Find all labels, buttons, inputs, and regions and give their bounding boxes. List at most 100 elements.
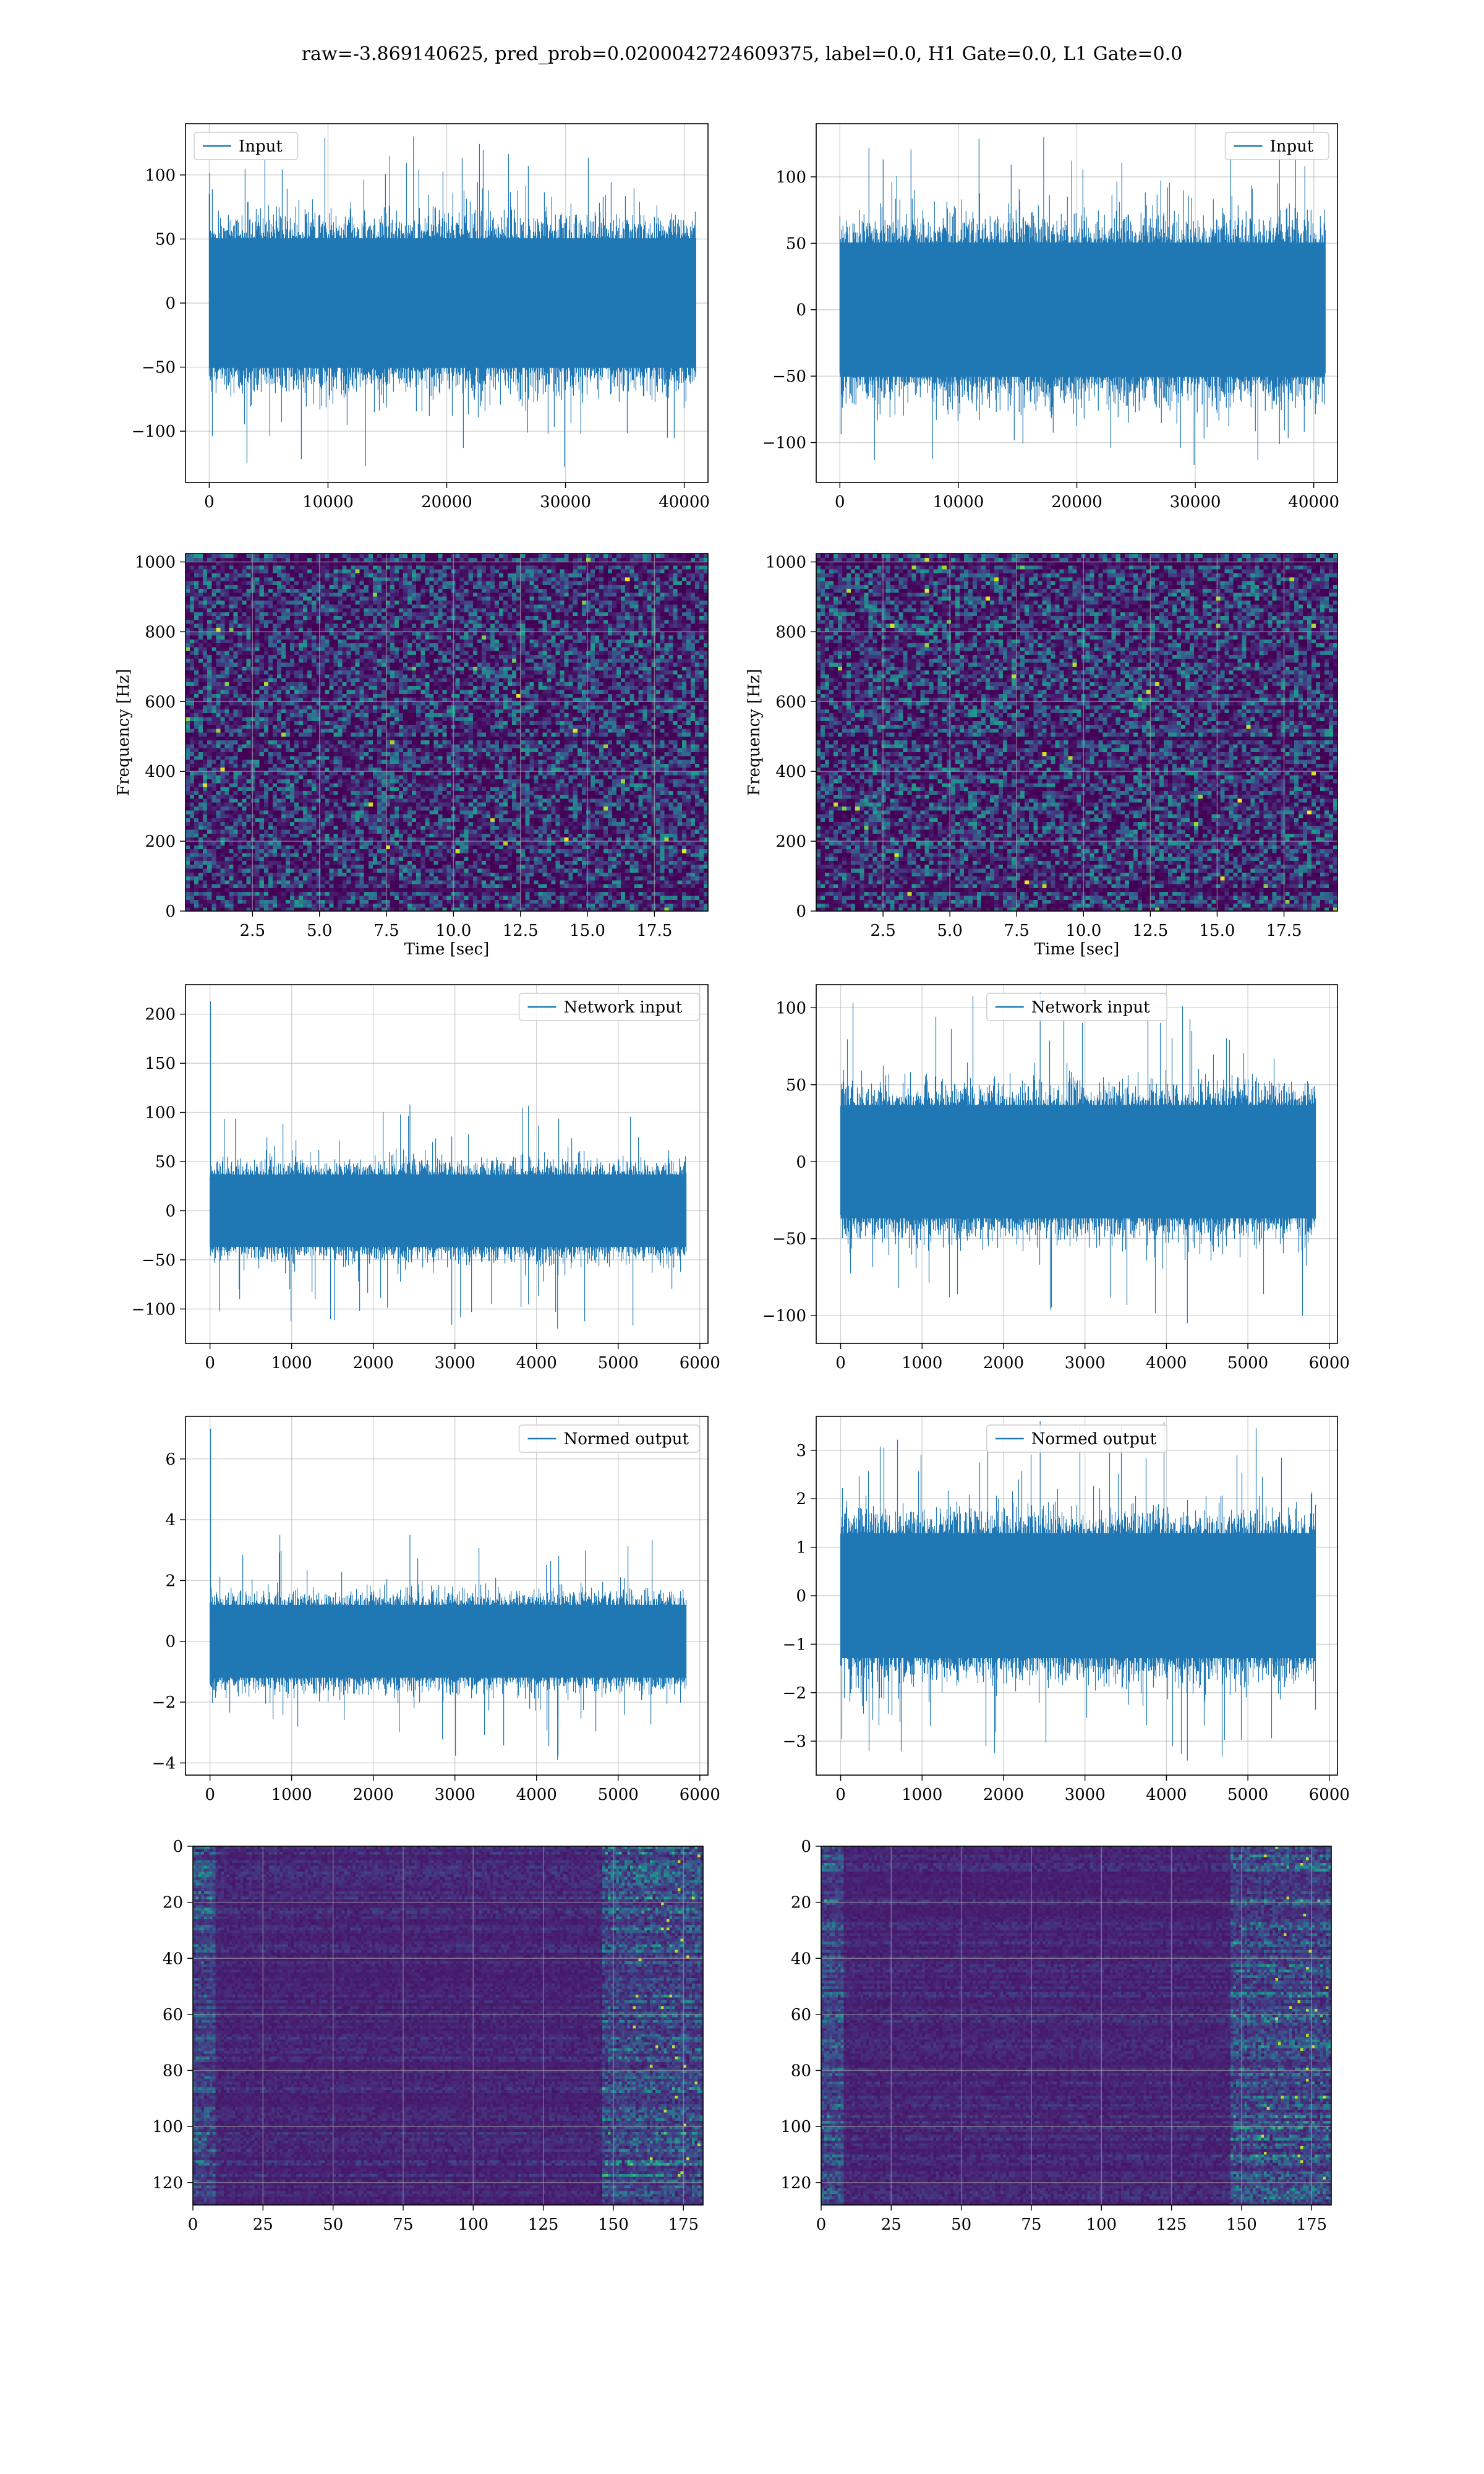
x-tick-label: 40000 xyxy=(659,493,710,511)
x-axis-label: Time [sec] xyxy=(404,940,490,959)
y-tick-label: 20 xyxy=(163,1894,183,1912)
y-tick-label: 200 xyxy=(145,833,176,851)
y-tick-label: −100 xyxy=(762,1307,806,1325)
y-tick-label: 120 xyxy=(780,2174,811,2193)
y-tick-label: 20 xyxy=(791,1894,811,1912)
x-tick-label: 30000 xyxy=(540,493,591,511)
heatmap-cells xyxy=(193,1846,704,2206)
y-tick-label: 400 xyxy=(775,763,806,781)
x-tick-label: 1000 xyxy=(271,1786,312,1804)
x-tick-label: 125 xyxy=(528,2215,559,2234)
x-tick-label: 2.5 xyxy=(240,922,265,940)
y-tick-label: 400 xyxy=(145,763,176,781)
y-tick-label: 150 xyxy=(145,1055,176,1073)
x-tick-label: 50 xyxy=(323,2215,343,2234)
x-tick-label: 2000 xyxy=(353,1786,394,1804)
y-tick-label: −50 xyxy=(772,367,806,386)
y-tick-label: 100 xyxy=(145,1104,176,1123)
x-tick-label: 1000 xyxy=(902,1354,942,1372)
x-tick-label: 7.5 xyxy=(373,922,399,940)
x-tick-label: 150 xyxy=(598,2215,629,2234)
y-tick-label: 0 xyxy=(796,902,806,921)
x-tick-label: 75 xyxy=(1021,2215,1041,2234)
legend-label: Network input xyxy=(564,998,683,1017)
x-tick-label: 30000 xyxy=(1170,493,1221,511)
x-tick-label: 4000 xyxy=(516,1354,557,1372)
legend: Input xyxy=(194,132,298,160)
x-tick-label: 3000 xyxy=(435,1786,475,1804)
x-tick-label: 2000 xyxy=(353,1354,394,1372)
y-tick-label: 4 xyxy=(165,1511,176,1530)
x-tick-label: 25 xyxy=(253,2215,273,2234)
y-tick-label: 1000 xyxy=(135,554,176,572)
x-tick-label: 6000 xyxy=(1309,1354,1350,1372)
y-tick-label: 0 xyxy=(165,294,176,313)
heatmap-cells xyxy=(186,554,709,912)
signal-line xyxy=(209,137,696,467)
y-axis-label: Frequency [Hz] xyxy=(745,669,764,796)
y-tick-label: −100 xyxy=(132,422,176,441)
y-tick-label: 50 xyxy=(155,1153,176,1171)
legend-label: Network input xyxy=(1031,998,1150,1017)
y-tick-label: 200 xyxy=(145,1006,176,1024)
x-tick-label: 6000 xyxy=(680,1354,720,1372)
x-tick-label: 12.5 xyxy=(503,922,539,940)
y-tick-label: 40 xyxy=(163,1950,183,1968)
y-tick-label: 80 xyxy=(163,2062,183,2081)
x-tick-label: 5.0 xyxy=(937,922,962,940)
y-tick-label: 60 xyxy=(791,2006,811,2024)
x-tick-label: 4000 xyxy=(516,1786,557,1804)
x-tick-label: 15.0 xyxy=(1200,922,1235,940)
x-tick-label: 2000 xyxy=(983,1354,1024,1372)
y-tick-label: −50 xyxy=(142,359,176,377)
y-tick-label: 100 xyxy=(775,999,806,1017)
x-tick-label: 5000 xyxy=(1227,1354,1268,1372)
x-tick-label: 12.5 xyxy=(1132,922,1168,940)
y-tick-label: 2 xyxy=(796,1490,806,1509)
x-tick-label: 0 xyxy=(188,2215,198,2234)
y-tick-label: −50 xyxy=(772,1230,806,1249)
y-tick-label: 200 xyxy=(775,833,806,851)
y-tick-label: −1 xyxy=(783,1635,806,1654)
y-tick-label: −50 xyxy=(142,1251,176,1270)
x-tick-label: 17.5 xyxy=(1266,922,1302,940)
legend: Normed output xyxy=(987,1425,1167,1452)
x-tick-label: 125 xyxy=(1156,2215,1187,2234)
x-tick-label: 3000 xyxy=(1065,1354,1106,1372)
x-tick-label: 2.5 xyxy=(870,922,895,940)
x-tick-label: 0 xyxy=(205,1786,215,1804)
y-tick-label: 0 xyxy=(796,1587,806,1606)
x-tick-label: 6000 xyxy=(1309,1786,1350,1804)
y-tick-label: −3 xyxy=(783,1732,806,1751)
y-tick-label: 100 xyxy=(780,2118,811,2136)
y-tick-label: 0 xyxy=(796,1153,806,1171)
x-tick-label: 100 xyxy=(458,2215,488,2234)
chart-r4c2: 0 1000 2000 3000 4000 5000 6000−3−2−10123Norme… xyxy=(783,1416,1350,1804)
signal-line xyxy=(210,1429,686,1760)
y-tick-label: 3 xyxy=(796,1442,806,1460)
x-tick-label: 17.5 xyxy=(636,922,672,940)
y-tick-label: 2 xyxy=(165,1572,176,1590)
legend-label: Input xyxy=(239,137,283,156)
y-tick-label: 50 xyxy=(155,230,176,249)
y-tick-label: 0 xyxy=(165,1202,176,1220)
legend: Normed output xyxy=(519,1425,700,1452)
y-tick-label: 100 xyxy=(775,168,806,187)
y-tick-label: 1000 xyxy=(765,554,806,572)
x-tick-label: 50 xyxy=(951,2215,971,2234)
y-tick-label: 1 xyxy=(796,1539,806,1557)
signal-line xyxy=(840,137,1325,466)
x-tick-label: 3000 xyxy=(435,1354,475,1372)
y-tick-label: 50 xyxy=(786,1076,806,1095)
x-tick-label: 10.0 xyxy=(1065,922,1101,940)
x-tick-label: 2000 xyxy=(983,1786,1024,1804)
signal-line xyxy=(210,1001,686,1329)
signal-line xyxy=(841,1421,1316,1761)
chart-r2c2: 2.5 5.0 7.5 10.0 12.5 15.0 17.5020040060080010… xyxy=(745,554,1338,959)
x-tick-label: 5.0 xyxy=(307,922,332,940)
